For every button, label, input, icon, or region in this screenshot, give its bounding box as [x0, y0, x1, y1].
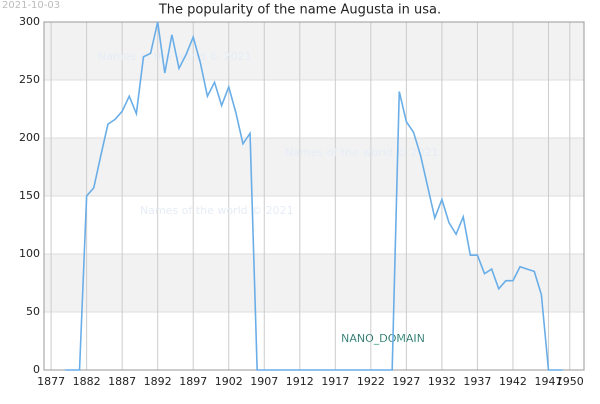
- chart-title: The popularity of the name Augusta in us…: [158, 3, 441, 18]
- y-tick-label: 200: [19, 131, 40, 144]
- faint-watermark: Names of the world © 2021: [285, 146, 439, 159]
- grid-band: [44, 138, 584, 196]
- x-tick-label: 1947: [534, 375, 562, 388]
- faint-watermark: Names of the world © 2021: [98, 50, 252, 63]
- x-tick-label: 1877: [37, 375, 65, 388]
- y-tick-label: 100: [19, 247, 40, 260]
- y-tick-label: 50: [26, 305, 40, 318]
- date-stamp: 2021-10-03: [2, 0, 60, 11]
- faint-watermark: Names of the world © 2021: [140, 204, 294, 217]
- x-tick-label: 1912: [286, 375, 314, 388]
- x-tick-label: 1917: [321, 375, 349, 388]
- grid-band: [44, 22, 584, 80]
- x-tick-label: 1937: [463, 375, 491, 388]
- x-tick-label: 1882: [73, 375, 101, 388]
- x-tick-label: 1902: [215, 375, 243, 388]
- y-tick-label: 250: [19, 73, 40, 86]
- x-tick-label: 1950: [556, 375, 584, 388]
- x-tick-label: 1932: [428, 375, 456, 388]
- x-tick-label: 1907: [250, 375, 278, 388]
- y-tick-label: 150: [19, 189, 40, 202]
- x-tick-label: 1927: [392, 375, 420, 388]
- x-tick-label: 1922: [357, 375, 385, 388]
- x-tick-label: 1942: [499, 375, 527, 388]
- x-tick-label: 1897: [179, 375, 207, 388]
- y-tick-label: 0: [33, 363, 40, 376]
- watermark: NANO_DOMAIN: [341, 332, 425, 345]
- grid-band: [44, 254, 584, 312]
- y-tick-label: 300: [19, 15, 40, 28]
- x-tick-label: 1887: [108, 375, 136, 388]
- data-line: [65, 21, 563, 371]
- x-tick-label: 1892: [144, 375, 172, 388]
